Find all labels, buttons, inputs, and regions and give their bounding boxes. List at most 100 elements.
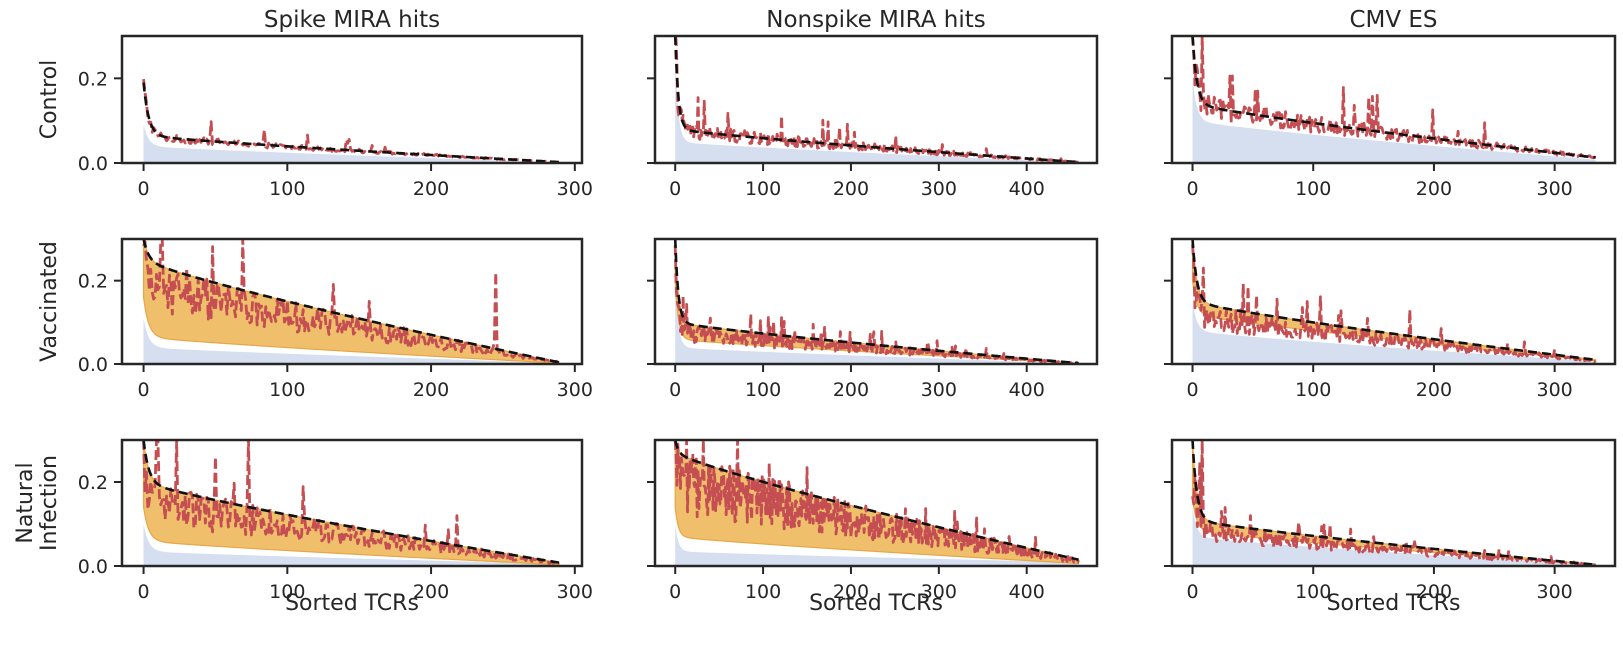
y-tick-label: 0.2 bbox=[78, 472, 108, 494]
observed-line bbox=[673, 440, 1080, 564]
x-tick-label: 0 bbox=[138, 379, 150, 401]
x-tick-label: 300 bbox=[921, 379, 957, 401]
baseline-area bbox=[143, 318, 559, 364]
x-tick-label: 0 bbox=[138, 581, 150, 603]
panel-0-0-frame bbox=[120, 34, 584, 165]
baseline-area bbox=[675, 57, 1079, 163]
baseline-area bbox=[675, 280, 1079, 364]
baseline-area bbox=[1192, 507, 1596, 566]
panel-1-0-frame bbox=[120, 237, 584, 366]
observed-line bbox=[142, 239, 560, 364]
panel-0-2-frame bbox=[1170, 34, 1617, 165]
y-tick-label: 0.0 bbox=[78, 556, 108, 578]
panel-1-1-plot-area bbox=[673, 239, 1080, 364]
panel-1-2-frame bbox=[1170, 237, 1617, 366]
x-tick-label: 100 bbox=[269, 178, 305, 200]
expected-line bbox=[1191, 440, 1596, 566]
x-tick-label: 300 bbox=[1537, 178, 1573, 200]
x-tick-label: 100 bbox=[745, 379, 781, 401]
panel-1-1-frame bbox=[653, 237, 1099, 366]
baseline-area bbox=[1192, 301, 1596, 364]
x-tick-label: 300 bbox=[921, 178, 957, 200]
observed-line bbox=[142, 440, 560, 566]
expected-line bbox=[673, 440, 1079, 561]
row-label: Vaccinated bbox=[37, 241, 62, 362]
baseline-area bbox=[143, 124, 559, 163]
x-tick-label: 400 bbox=[1009, 379, 1045, 401]
x-tick-label: 300 bbox=[921, 581, 957, 603]
x-tick-label: 0 bbox=[669, 379, 681, 401]
x-tick-label: 200 bbox=[1416, 178, 1452, 200]
y-tick-label: 0.0 bbox=[78, 153, 108, 175]
row-label: Control bbox=[37, 60, 62, 140]
x-tick-label: 0 bbox=[669, 581, 681, 603]
x-tick-label: 200 bbox=[413, 379, 449, 401]
x-tick-label: 300 bbox=[557, 581, 593, 603]
x-tick-label: 0 bbox=[1186, 178, 1198, 200]
observed-line bbox=[142, 78, 560, 163]
x-axis-label: Sorted TCRs bbox=[1327, 591, 1461, 616]
column-title: CMV ES bbox=[1349, 7, 1437, 33]
baseline-area bbox=[1192, 78, 1596, 163]
x-tick-label: 100 bbox=[1295, 178, 1331, 200]
x-tick-label: 100 bbox=[745, 581, 781, 603]
panel-2-2-plot-area bbox=[1191, 440, 1597, 566]
row-label: Infection bbox=[37, 455, 62, 551]
x-tick-label: 200 bbox=[413, 581, 449, 603]
x-tick-label: 200 bbox=[1416, 379, 1452, 401]
panel-2-0-frame bbox=[120, 438, 584, 568]
panel-0-1-frame bbox=[653, 34, 1099, 165]
panel-0-0-plot-area bbox=[142, 78, 560, 163]
column-title: Nonspike MIRA hits bbox=[766, 7, 985, 33]
range-band bbox=[142, 440, 560, 566]
x-tick-label: 200 bbox=[833, 178, 869, 200]
observed-line bbox=[1191, 244, 1597, 363]
x-axis-label: Sorted TCRs bbox=[809, 591, 943, 616]
baseline-area bbox=[675, 524, 1079, 566]
expected-line bbox=[142, 239, 560, 364]
x-tick-label: 0 bbox=[669, 178, 681, 200]
expected-line bbox=[1191, 239, 1596, 362]
x-tick-label: 100 bbox=[745, 178, 781, 200]
x-tick-label: 300 bbox=[1537, 379, 1573, 401]
x-tick-label: 400 bbox=[1009, 178, 1045, 200]
x-tick-label: 200 bbox=[1416, 581, 1452, 603]
panel-2-1-plot-area bbox=[673, 440, 1080, 566]
expected-line bbox=[1191, 36, 1596, 159]
observed-line bbox=[673, 36, 1080, 163]
row-label: Natural bbox=[13, 462, 38, 543]
panel-0-1-plot-area bbox=[673, 36, 1080, 163]
panel-2-2-frame bbox=[1170, 438, 1617, 568]
y-tick-label: 0.2 bbox=[78, 271, 108, 293]
x-tick-label: 100 bbox=[269, 581, 305, 603]
x-tick-label: 0 bbox=[1186, 379, 1198, 401]
expected-line bbox=[673, 239, 1079, 364]
x-tick-label: 300 bbox=[557, 379, 593, 401]
x-axis-label: Sorted TCRs bbox=[285, 591, 419, 616]
x-tick-label: 300 bbox=[1537, 581, 1573, 603]
x-tick-label: 400 bbox=[1009, 581, 1045, 603]
expected-line bbox=[673, 36, 1079, 163]
panel-0-2-plot-area bbox=[1191, 36, 1597, 163]
x-tick-label: 100 bbox=[1295, 379, 1331, 401]
x-tick-label: 100 bbox=[269, 379, 305, 401]
baseline-area bbox=[143, 524, 559, 566]
x-tick-label: 100 bbox=[1295, 581, 1331, 603]
x-tick-label: 200 bbox=[413, 178, 449, 200]
x-tick-label: 0 bbox=[1186, 581, 1198, 603]
observed-line bbox=[673, 245, 1080, 364]
x-tick-label: 300 bbox=[557, 178, 593, 200]
y-tick-label: 0.2 bbox=[78, 68, 108, 90]
column-title: Spike MIRA hits bbox=[264, 7, 440, 33]
y-tick-label: 0.0 bbox=[78, 354, 108, 376]
x-tick-label: 0 bbox=[138, 178, 150, 200]
panel-2-1-frame bbox=[653, 438, 1099, 568]
plot-layer: 0 100 200 300 0.0 0.2 0 100 200 300 400 0 100 200 300 0… bbox=[13, 7, 1617, 616]
x-tick-label: 200 bbox=[833, 379, 869, 401]
panel-1-0-plot-area bbox=[142, 239, 560, 364]
panel-1-2-plot-area bbox=[1191, 239, 1597, 364]
x-tick-label: 200 bbox=[833, 581, 869, 603]
panel-2-0-plot-area bbox=[142, 440, 560, 566]
expected-line bbox=[142, 440, 560, 564]
